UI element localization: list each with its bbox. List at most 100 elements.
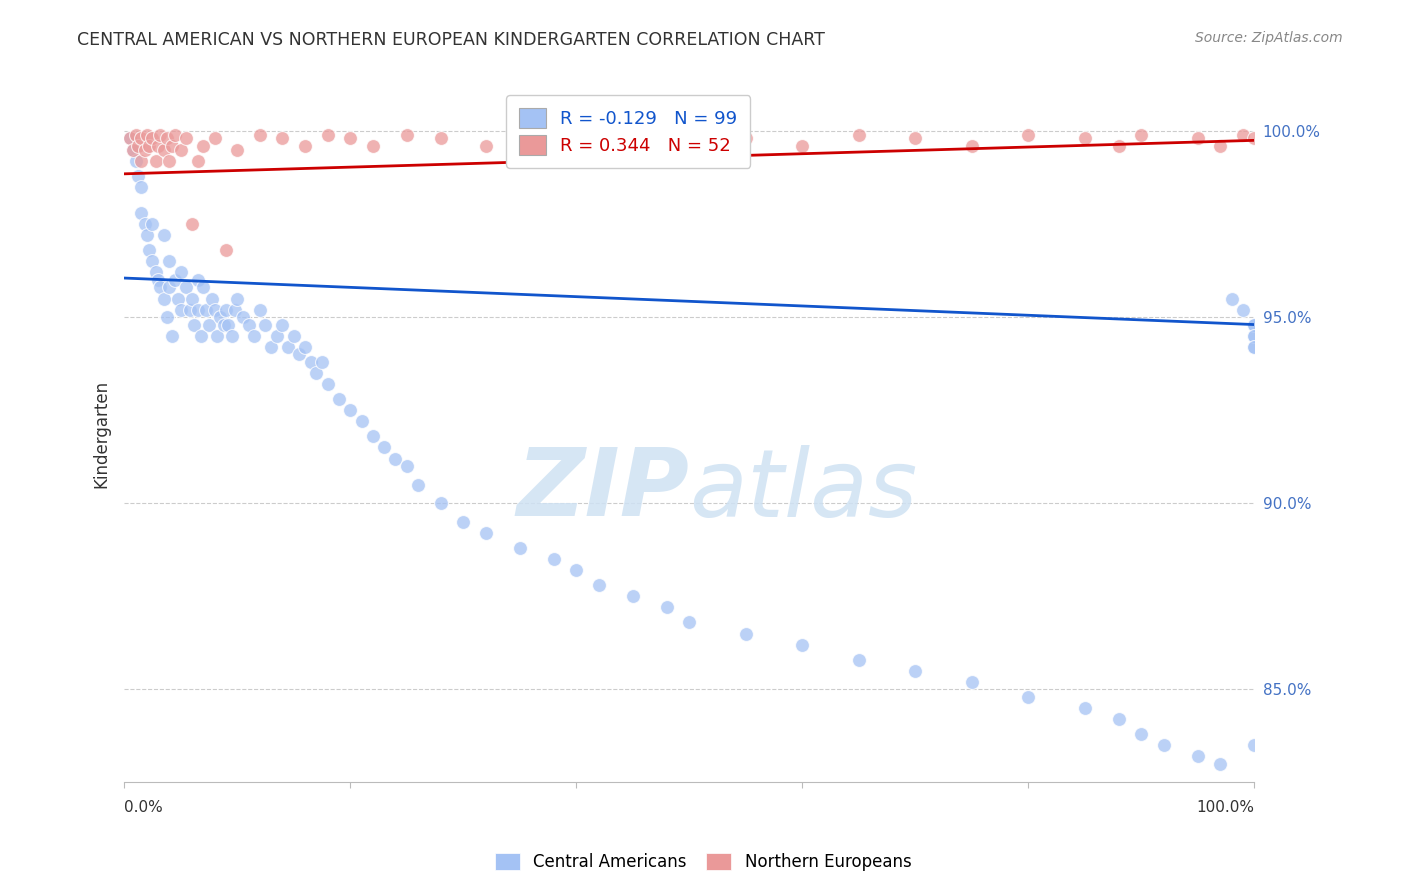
Point <box>1153 738 1175 752</box>
Point <box>127 169 149 183</box>
Point <box>183 318 205 332</box>
Point <box>1243 318 1265 332</box>
Point <box>160 328 183 343</box>
Point <box>145 153 167 168</box>
Point <box>328 392 350 406</box>
Point <box>221 328 243 343</box>
Point <box>217 318 239 332</box>
Legend: Central Americans, Northern Europeans: Central Americans, Northern Europeans <box>486 845 920 880</box>
Point <box>170 143 193 157</box>
Point <box>734 131 756 145</box>
Point <box>299 355 322 369</box>
Point <box>193 139 215 153</box>
Point <box>395 128 418 142</box>
Text: 100.0%: 100.0% <box>1197 800 1254 814</box>
Point <box>429 131 451 145</box>
Point <box>215 302 238 317</box>
Point <box>283 328 305 343</box>
Point <box>1209 139 1232 153</box>
Point <box>904 664 927 678</box>
Point <box>792 638 814 652</box>
Point <box>254 318 277 332</box>
Text: ZIP: ZIP <box>516 444 689 536</box>
Point <box>1243 738 1265 752</box>
Point <box>1209 756 1232 771</box>
Point <box>226 292 249 306</box>
Point <box>904 131 927 145</box>
Point <box>792 139 814 153</box>
Point <box>395 458 418 473</box>
Point <box>848 128 870 142</box>
Text: 0.0%: 0.0% <box>124 800 163 814</box>
Point <box>165 128 187 142</box>
Point <box>124 153 146 168</box>
Point <box>384 451 406 466</box>
Point <box>190 328 212 343</box>
Point <box>160 139 183 153</box>
Point <box>170 302 193 317</box>
Point <box>176 131 198 145</box>
Point <box>1243 131 1265 145</box>
Point <box>127 139 149 153</box>
Point <box>118 131 141 145</box>
Point <box>156 131 179 145</box>
Point <box>960 674 983 689</box>
Point <box>124 128 146 142</box>
Point <box>224 302 246 317</box>
Point <box>135 228 157 243</box>
Point <box>141 254 163 268</box>
Point <box>316 128 339 142</box>
Point <box>1108 139 1130 153</box>
Point <box>1074 701 1097 715</box>
Point <box>1243 328 1265 343</box>
Point <box>406 477 429 491</box>
Point <box>181 292 204 306</box>
Point <box>204 131 226 145</box>
Point <box>543 552 565 566</box>
Legend: R = -0.129   N = 99, R = 0.344   N = 52: R = -0.129 N = 99, R = 0.344 N = 52 <box>506 95 751 168</box>
Point <box>187 153 209 168</box>
Point <box>141 131 163 145</box>
Point <box>249 302 271 317</box>
Point <box>159 254 181 268</box>
Point <box>588 578 610 592</box>
Point <box>152 292 174 306</box>
Point <box>1187 749 1209 764</box>
Point <box>138 139 160 153</box>
Point <box>520 128 543 142</box>
Point <box>249 128 271 142</box>
Point <box>232 310 254 325</box>
Point <box>1074 131 1097 145</box>
Text: Source: ZipAtlas.com: Source: ZipAtlas.com <box>1195 31 1343 45</box>
Point <box>311 355 333 369</box>
Point <box>176 280 198 294</box>
Point <box>170 265 193 279</box>
Text: CENTRAL AMERICAN VS NORTHERN EUROPEAN KINDERGARTEN CORRELATION CHART: CENTRAL AMERICAN VS NORTHERN EUROPEAN KI… <box>77 31 825 49</box>
Point <box>288 347 311 361</box>
Point <box>305 366 328 380</box>
Point <box>209 310 232 325</box>
Point <box>194 302 217 317</box>
Point <box>1243 340 1265 354</box>
Point <box>621 139 644 153</box>
Point <box>1108 712 1130 726</box>
Point <box>294 139 316 153</box>
Point <box>509 541 531 555</box>
Point <box>135 128 157 142</box>
Point <box>122 143 145 157</box>
Point <box>1232 128 1254 142</box>
Point <box>621 589 644 603</box>
Point <box>350 414 373 428</box>
Point <box>678 128 700 142</box>
Point <box>201 292 224 306</box>
Point <box>146 273 169 287</box>
Point <box>451 515 474 529</box>
Point <box>212 318 235 332</box>
Point <box>165 273 187 287</box>
Text: atlas: atlas <box>689 444 918 535</box>
Point <box>122 143 145 157</box>
Point <box>361 429 384 443</box>
Point <box>159 280 181 294</box>
Point <box>960 139 983 153</box>
Point <box>373 441 395 455</box>
